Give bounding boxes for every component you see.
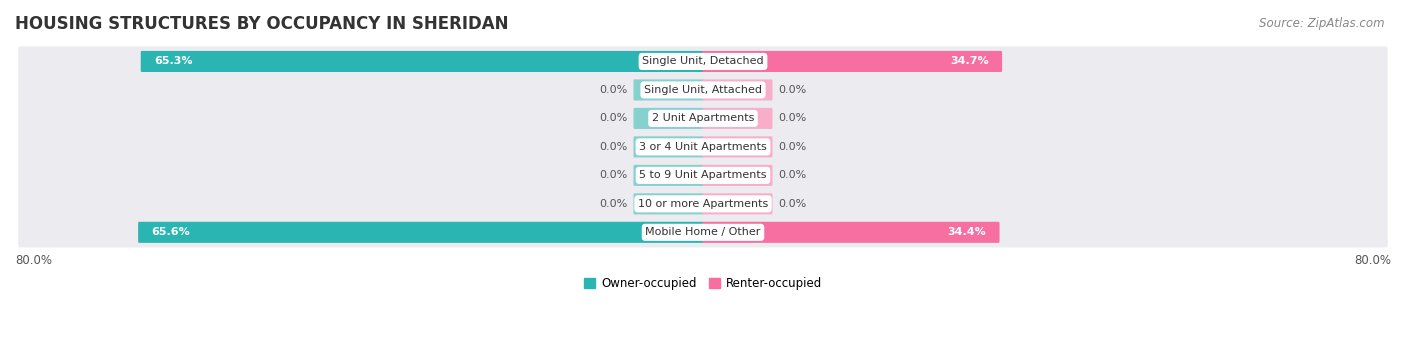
FancyBboxPatch shape — [703, 51, 1002, 72]
Text: 0.0%: 0.0% — [779, 114, 807, 123]
FancyBboxPatch shape — [138, 222, 703, 243]
FancyBboxPatch shape — [703, 108, 772, 129]
FancyBboxPatch shape — [634, 193, 703, 214]
FancyBboxPatch shape — [18, 46, 1388, 77]
Text: 0.0%: 0.0% — [599, 114, 627, 123]
FancyBboxPatch shape — [634, 136, 703, 158]
Text: 0.0%: 0.0% — [599, 199, 627, 209]
Text: 34.7%: 34.7% — [950, 57, 988, 66]
Text: Source: ZipAtlas.com: Source: ZipAtlas.com — [1260, 17, 1385, 30]
FancyBboxPatch shape — [703, 193, 772, 214]
FancyBboxPatch shape — [18, 160, 1388, 191]
Text: 3 or 4 Unit Apartments: 3 or 4 Unit Apartments — [640, 142, 766, 152]
FancyBboxPatch shape — [703, 222, 1000, 243]
Text: 2 Unit Apartments: 2 Unit Apartments — [652, 114, 754, 123]
FancyBboxPatch shape — [703, 79, 772, 101]
Text: Single Unit, Detached: Single Unit, Detached — [643, 57, 763, 66]
Text: 34.4%: 34.4% — [948, 227, 986, 237]
Text: Mobile Home / Other: Mobile Home / Other — [645, 227, 761, 237]
Text: 65.6%: 65.6% — [152, 227, 190, 237]
Text: 0.0%: 0.0% — [779, 199, 807, 209]
Text: 5 to 9 Unit Apartments: 5 to 9 Unit Apartments — [640, 170, 766, 180]
Text: 0.0%: 0.0% — [599, 170, 627, 180]
FancyBboxPatch shape — [18, 217, 1388, 248]
Text: HOUSING STRUCTURES BY OCCUPANCY IN SHERIDAN: HOUSING STRUCTURES BY OCCUPANCY IN SHERI… — [15, 15, 509, 33]
Text: 10 or more Apartments: 10 or more Apartments — [638, 199, 768, 209]
FancyBboxPatch shape — [634, 165, 703, 186]
FancyBboxPatch shape — [703, 136, 772, 158]
Text: 0.0%: 0.0% — [779, 170, 807, 180]
Text: 80.0%: 80.0% — [1354, 254, 1391, 267]
Text: Single Unit, Attached: Single Unit, Attached — [644, 85, 762, 95]
FancyBboxPatch shape — [634, 108, 703, 129]
FancyBboxPatch shape — [18, 103, 1388, 134]
FancyBboxPatch shape — [18, 189, 1388, 219]
Text: 65.3%: 65.3% — [155, 57, 193, 66]
Text: 0.0%: 0.0% — [599, 142, 627, 152]
Text: 0.0%: 0.0% — [779, 142, 807, 152]
Text: 0.0%: 0.0% — [599, 85, 627, 95]
Text: 0.0%: 0.0% — [779, 85, 807, 95]
Legend: Owner-occupied, Renter-occupied: Owner-occupied, Renter-occupied — [579, 272, 827, 295]
Text: 80.0%: 80.0% — [15, 254, 52, 267]
FancyBboxPatch shape — [18, 75, 1388, 105]
FancyBboxPatch shape — [634, 79, 703, 101]
FancyBboxPatch shape — [18, 132, 1388, 162]
FancyBboxPatch shape — [141, 51, 703, 72]
FancyBboxPatch shape — [703, 165, 772, 186]
